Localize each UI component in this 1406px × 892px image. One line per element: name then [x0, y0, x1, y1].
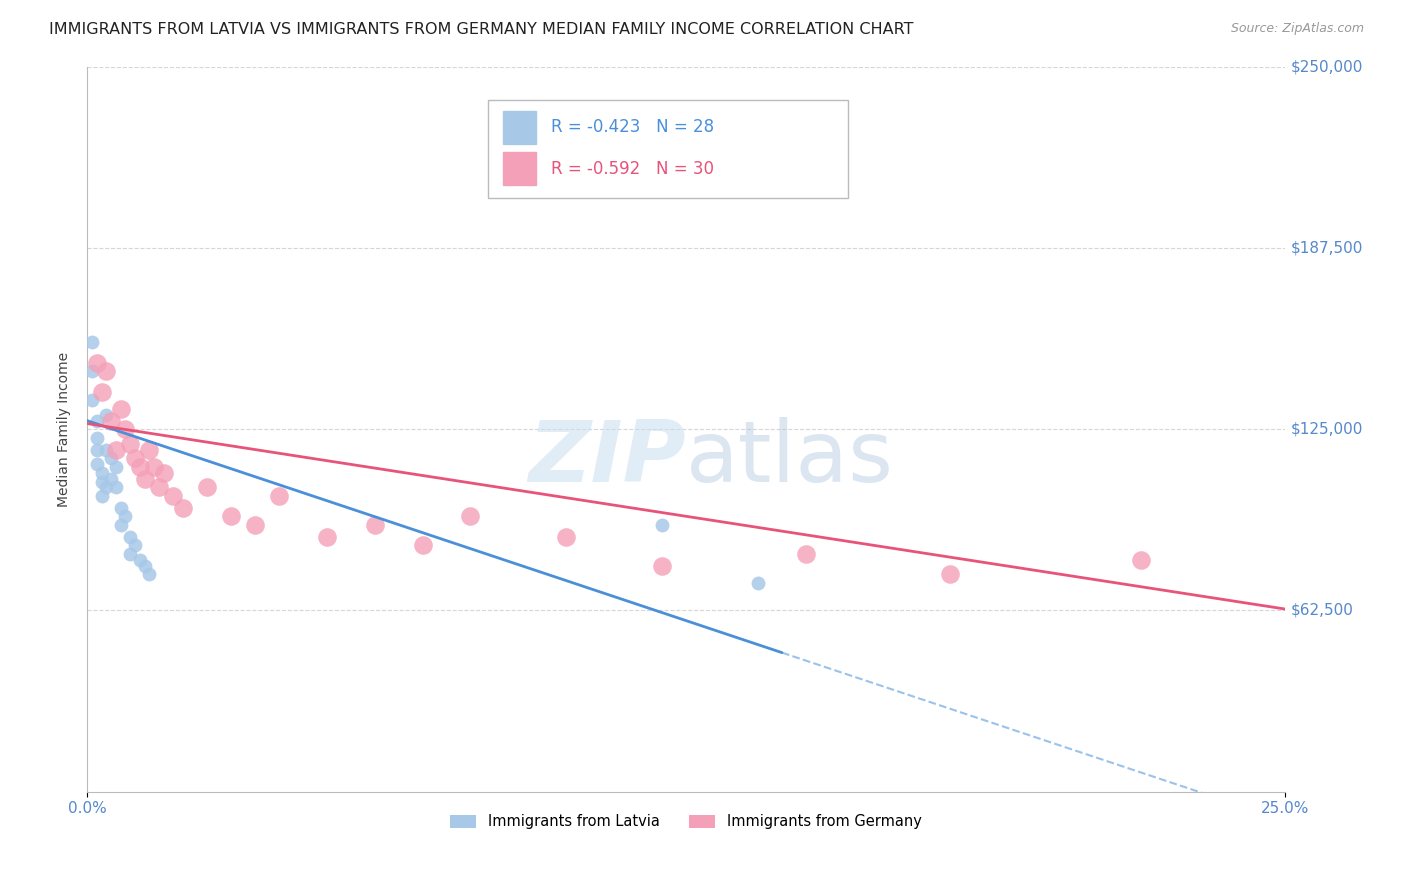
- Point: [96, 364, 118, 378]
- Text: $250,000: $250,000: [1291, 60, 1364, 75]
- Point: [110, 402, 132, 417]
- Text: atlas: atlas: [686, 417, 894, 500]
- Point: [104, 442, 127, 457]
- Point: [124, 538, 146, 552]
- Point: [460, 509, 482, 524]
- FancyBboxPatch shape: [488, 100, 848, 197]
- Point: [80, 364, 103, 378]
- Point: [100, 414, 122, 428]
- Point: [104, 480, 127, 494]
- Point: [96, 408, 118, 422]
- Point: [114, 422, 136, 436]
- Point: [90, 384, 112, 399]
- Text: ZIP: ZIP: [529, 417, 686, 500]
- Point: [134, 472, 156, 486]
- Text: $125,000: $125,000: [1291, 422, 1364, 437]
- Text: R = -0.423   N = 28: R = -0.423 N = 28: [551, 119, 714, 136]
- Point: [86, 431, 108, 445]
- Point: [412, 538, 434, 552]
- Point: [96, 442, 118, 457]
- Text: R = -0.592   N = 30: R = -0.592 N = 30: [551, 160, 714, 178]
- Point: [124, 451, 146, 466]
- Point: [134, 558, 156, 573]
- Point: [114, 509, 136, 524]
- Text: $62,500: $62,500: [1291, 603, 1354, 618]
- Point: [138, 442, 160, 457]
- Point: [86, 457, 108, 471]
- Point: [128, 460, 150, 475]
- Point: [104, 460, 127, 475]
- Point: [148, 480, 170, 494]
- Point: [219, 509, 242, 524]
- Point: [110, 518, 132, 533]
- Point: [80, 335, 103, 350]
- Text: IMMIGRANTS FROM LATVIA VS IMMIGRANTS FROM GERMANY MEDIAN FAMILY INCOME CORRELATI: IMMIGRANTS FROM LATVIA VS IMMIGRANTS FRO…: [49, 22, 914, 37]
- Point: [555, 530, 578, 544]
- Point: [80, 393, 103, 408]
- Bar: [503, 111, 536, 144]
- Point: [100, 451, 122, 466]
- Point: [138, 567, 160, 582]
- Point: [90, 466, 112, 480]
- Point: [267, 489, 290, 503]
- Text: $187,500: $187,500: [1291, 241, 1364, 256]
- Y-axis label: Median Family Income: Median Family Income: [58, 351, 72, 507]
- Point: [195, 480, 218, 494]
- Point: [128, 553, 150, 567]
- Point: [363, 518, 385, 533]
- Point: [651, 558, 673, 573]
- Point: [96, 480, 118, 494]
- Point: [243, 518, 266, 533]
- Point: [162, 489, 184, 503]
- Point: [120, 547, 142, 561]
- Point: [100, 472, 122, 486]
- Point: [110, 500, 132, 515]
- Point: [794, 547, 817, 561]
- Text: Source: ZipAtlas.com: Source: ZipAtlas.com: [1230, 22, 1364, 36]
- Legend: Immigrants from Latvia, Immigrants from Germany: Immigrants from Latvia, Immigrants from …: [444, 808, 928, 835]
- Point: [120, 437, 142, 451]
- Point: [90, 475, 112, 489]
- Point: [120, 530, 142, 544]
- Point: [1130, 553, 1153, 567]
- Point: [172, 500, 194, 515]
- Point: [315, 530, 337, 544]
- Point: [143, 460, 166, 475]
- Point: [153, 466, 176, 480]
- Point: [86, 442, 108, 457]
- Point: [651, 518, 673, 533]
- Point: [938, 567, 960, 582]
- Point: [86, 356, 108, 370]
- Bar: [503, 153, 536, 185]
- Point: [747, 576, 769, 591]
- Point: [90, 489, 112, 503]
- Point: [86, 414, 108, 428]
